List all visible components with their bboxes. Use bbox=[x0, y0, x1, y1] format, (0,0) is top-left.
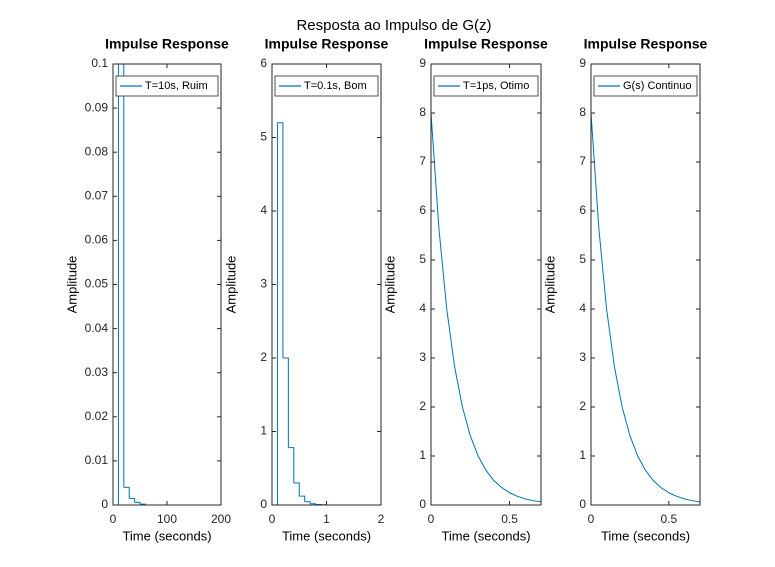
y-tick-label: 6 bbox=[419, 203, 426, 217]
y-tick-label: 0.06 bbox=[85, 233, 109, 247]
legend-box bbox=[274, 75, 379, 97]
axes-title: Impulse Response bbox=[424, 36, 548, 52]
legend-label: G(s) Continuo bbox=[623, 80, 691, 92]
axes-title: Impulse Response bbox=[265, 36, 389, 52]
legend-label: T=1ps, Otimo bbox=[463, 80, 529, 92]
x-tick-label: 0 bbox=[110, 512, 117, 526]
y-tick-label: 5 bbox=[260, 130, 267, 144]
step bbox=[293, 482, 300, 497]
y-tick-label: 9 bbox=[419, 56, 426, 70]
legend-label: T=0.1s, Bom bbox=[304, 80, 367, 92]
y-tick-label: 0.05 bbox=[85, 277, 109, 291]
y-tick-label: 0.1 bbox=[91, 56, 108, 70]
x-tick-label: 0 bbox=[269, 512, 276, 526]
axes-box bbox=[430, 63, 542, 506]
axes-background bbox=[431, 64, 541, 505]
axes-background bbox=[591, 64, 700, 505]
step bbox=[123, 486, 130, 499]
y-tick-label: 7 bbox=[579, 154, 586, 168]
y-axis-label: Amplitude bbox=[542, 256, 557, 314]
step bbox=[129, 497, 136, 503]
x-tick-label: 2 bbox=[378, 512, 385, 526]
y-axis-label: Amplitude bbox=[382, 256, 397, 314]
x-tick-label: 0.5 bbox=[661, 512, 678, 526]
x-axis-label: Time (seconds) bbox=[601, 528, 690, 543]
x-tick-label: 1 bbox=[323, 512, 330, 526]
x-axis-label: Time (seconds) bbox=[122, 528, 211, 543]
y-tick-label: 9 bbox=[579, 56, 586, 70]
plot-area bbox=[272, 122, 381, 505]
step bbox=[288, 447, 295, 483]
plot-area bbox=[431, 112, 541, 503]
y-tick-label: 4 bbox=[419, 301, 426, 315]
y-tick-label: 5 bbox=[579, 252, 586, 266]
y-tick-label: 2 bbox=[579, 399, 586, 413]
y-tick-label: 0 bbox=[419, 497, 426, 511]
x-tick-label: 0 bbox=[588, 512, 595, 526]
step bbox=[299, 495, 306, 502]
x-axis-label: Time (seconds) bbox=[441, 528, 530, 543]
y-tick-label: 3 bbox=[419, 350, 426, 364]
y-tick-label: 1 bbox=[419, 448, 426, 462]
step bbox=[282, 357, 289, 448]
axes-box bbox=[590, 63, 701, 506]
step bbox=[304, 501, 311, 504]
y-tick-label: 3 bbox=[260, 277, 267, 291]
step bbox=[272, 122, 278, 505]
x-axis-label: Time (seconds) bbox=[282, 528, 371, 543]
y-tick-label: 0 bbox=[579, 497, 586, 511]
y-tick-label: 0.08 bbox=[85, 144, 109, 158]
y-axis-label: Amplitude bbox=[223, 256, 238, 314]
y-tick-label: 0.03 bbox=[85, 365, 109, 379]
axes-title: Impulse Response bbox=[584, 36, 708, 52]
y-tick-label: 0.04 bbox=[85, 321, 109, 335]
y-tick-label: 3 bbox=[579, 350, 586, 364]
step bbox=[134, 501, 141, 505]
x-tick-label: 200 bbox=[211, 512, 231, 526]
y-tick-label: 0.01 bbox=[85, 453, 109, 467]
y-tick-label: 5 bbox=[419, 252, 426, 266]
y-tick-label: 2 bbox=[260, 350, 267, 364]
y-tick-label: 6 bbox=[579, 203, 586, 217]
x-tick-label: 0 bbox=[428, 512, 435, 526]
x-tick-label: 100 bbox=[157, 512, 177, 526]
step bbox=[277, 122, 284, 358]
y-tick-label: 1 bbox=[579, 448, 586, 462]
axes-background bbox=[113, 64, 221, 505]
y-tick-label: 8 bbox=[579, 105, 586, 119]
legend-label: T=10s, Ruim bbox=[145, 80, 208, 92]
legend-box bbox=[433, 75, 539, 97]
axes-background bbox=[272, 64, 381, 505]
x-tick-label: 0.5 bbox=[501, 512, 518, 526]
line bbox=[431, 112, 541, 503]
y-tick-label: 8 bbox=[419, 105, 426, 119]
legend-box bbox=[115, 75, 219, 97]
y-tick-label: 4 bbox=[579, 301, 586, 315]
y-tick-label: 0.07 bbox=[85, 188, 109, 202]
y-tick-label: 0 bbox=[101, 497, 108, 511]
y-tick-label: 1 bbox=[260, 424, 267, 438]
axes-title: Impulse Response bbox=[105, 36, 229, 52]
y-tick-label: 2 bbox=[419, 399, 426, 413]
y-tick-label: 4 bbox=[260, 203, 267, 217]
y-axis-label: Amplitude bbox=[64, 256, 79, 314]
legend-box bbox=[593, 75, 698, 97]
y-tick-label: 0 bbox=[260, 497, 267, 511]
figure-title: Resposta ao Impulso de G(z) bbox=[296, 17, 491, 34]
line bbox=[591, 112, 700, 503]
y-tick-label: 7 bbox=[419, 154, 426, 168]
y-tick-label: 0.02 bbox=[85, 409, 109, 423]
y-tick-label: 6 bbox=[260, 56, 267, 70]
y-tick-label: 0.09 bbox=[85, 100, 109, 114]
plot-area bbox=[591, 112, 700, 503]
